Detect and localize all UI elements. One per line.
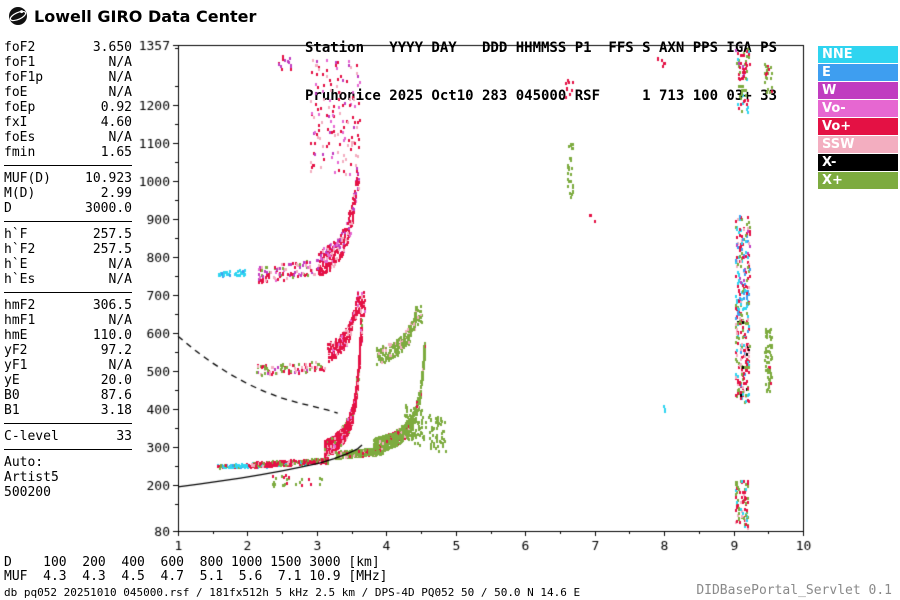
panel-divider [4, 423, 132, 424]
param-value: N/A [108, 272, 132, 287]
param-label: foEs [4, 130, 36, 145]
param-ye: yE 20.0 [4, 373, 132, 388]
legend-item-x: X- [818, 154, 898, 171]
param-value: 3000.0 [85, 201, 132, 216]
param-value: 33 [116, 429, 132, 444]
legend-item-nne: NNE [818, 46, 898, 63]
param-value: 3.18 [100, 403, 132, 418]
param-value: 257.5 [92, 242, 132, 257]
param-label: h`E [4, 257, 28, 272]
param-value: N/A [108, 70, 132, 85]
param-value: 87.6 [100, 388, 132, 403]
param-value: N/A [108, 257, 132, 272]
param-foe: foE N/A [4, 85, 132, 100]
param-value: 20.0 [100, 373, 132, 388]
param-hes: h`Es N/A [4, 272, 132, 287]
panel-divider [4, 292, 132, 293]
param-hf2: h`F2 257.5 [4, 242, 132, 257]
param-he: h`E N/A [4, 257, 132, 272]
param-md: M(D) 2.99 [4, 186, 132, 201]
status-line: db pq052 20251010 045000.rsf / 181fx512h… [4, 586, 581, 599]
param-label: fxI [4, 115, 28, 130]
ionogram-plot [130, 35, 815, 560]
param-label: h`F2 [4, 242, 36, 257]
param-label: M(D) [4, 186, 36, 201]
autoscaling-label: Auto: [4, 455, 44, 470]
param-hmf2: hmF2 306.5 [4, 298, 132, 313]
logo-text: Lowell GIRO Data Center [34, 6, 257, 26]
param-b0: B0 87.6 [4, 388, 132, 403]
param-fof1p: foF1p N/A [4, 70, 132, 85]
param-value: 1.65 [100, 145, 132, 160]
param-value: N/A [108, 313, 132, 328]
param-value: 306.5 [92, 298, 132, 313]
param-label: D [4, 201, 12, 216]
param-label: hmF1 [4, 313, 36, 328]
param-label: foF1p [4, 70, 44, 85]
autoscaling-label: 500200 [4, 485, 51, 500]
param-clevel: C-level 33 [4, 429, 132, 444]
param-value: 10.923 [85, 171, 132, 186]
legend-item-vo: Vo+ [818, 118, 898, 135]
param-label: foF1 [4, 55, 36, 70]
param-fof2: foF2 3.650 [4, 40, 132, 55]
param-fmin: fmin 1.65 [4, 145, 132, 160]
param-label: B0 [4, 388, 20, 403]
param-label: B1 [4, 403, 20, 418]
logo: Lowell GIRO Data Center [8, 6, 256, 26]
param-foes: foEs N/A [4, 130, 132, 145]
distance-row: D 100 200 400 600 800 1000 1500 3000 [km… [4, 555, 380, 570]
param-label: yF1 [4, 358, 28, 373]
param-hmf1: hmF1 N/A [4, 313, 132, 328]
param-label: fmin [4, 145, 36, 160]
param-value: 110.0 [92, 328, 132, 343]
legend-item-ssw: SSW [818, 136, 898, 153]
autoscaling-label: Artist5 [4, 470, 59, 485]
param-value: N/A [108, 85, 132, 100]
param-yf1: yF1 N/A [4, 358, 132, 373]
parameter-panel: foF2 3.650 foF1 N/A foF1p N/A foE N/A foEp 0.92 fx… [4, 40, 132, 500]
param-label: MUF(D) [4, 171, 51, 186]
param-yf2: yF2 97.2 [4, 343, 132, 358]
param-fxi: fxI 4.60 [4, 115, 132, 130]
param-label: foE [4, 85, 28, 100]
param-d: D 3000.0 [4, 201, 132, 216]
panel-divider [4, 221, 132, 222]
param-value: N/A [108, 358, 132, 373]
param-label: hmE [4, 328, 28, 343]
param-label: h`Es [4, 272, 36, 287]
param-fof1: foF1 N/A [4, 55, 132, 70]
param-label: foF2 [4, 40, 36, 55]
param-label: foEp [4, 100, 36, 115]
param-b1: B1 3.18 [4, 403, 132, 418]
servlet-version: DIDBasePortal_Servlet 0.1 [696, 583, 892, 598]
param-label: C-level [4, 429, 59, 444]
param-value: 97.2 [100, 343, 132, 358]
muf-row: MUF 4.3 4.3 4.5 4.7 5.1 5.6 7.1 10.9 [MH… [4, 569, 388, 584]
param-value: 2.99 [100, 186, 132, 201]
param-value: 4.60 [100, 115, 132, 130]
param-label: yE [4, 373, 20, 388]
param-hf: h`F 257.5 [4, 227, 132, 242]
panel-divider [4, 449, 132, 450]
param-label: yF2 [4, 343, 28, 358]
giro-globe-icon [9, 7, 27, 25]
legend-item-vo: Vo- [818, 100, 898, 117]
param-mufd: MUF(D) 10.923 [4, 171, 132, 186]
panel-divider [4, 165, 132, 166]
param-value: N/A [108, 55, 132, 70]
param-value: 257.5 [92, 227, 132, 242]
param-value: N/A [108, 130, 132, 145]
param-label: h`F [4, 227, 28, 242]
param-label: hmF2 [4, 298, 36, 313]
param-value: 0.92 [100, 100, 132, 115]
legend-item-w: W [818, 82, 898, 99]
param-foep: foEp 0.92 [4, 100, 132, 115]
param-hme: hmE 110.0 [4, 328, 132, 343]
legend-item-x: X+ [818, 172, 898, 189]
echo-type-legend: NNE E W Vo- Vo+ SSW X- X+ [818, 46, 898, 190]
legend-item-e: E [818, 64, 898, 81]
param-value: 3.650 [92, 40, 132, 55]
